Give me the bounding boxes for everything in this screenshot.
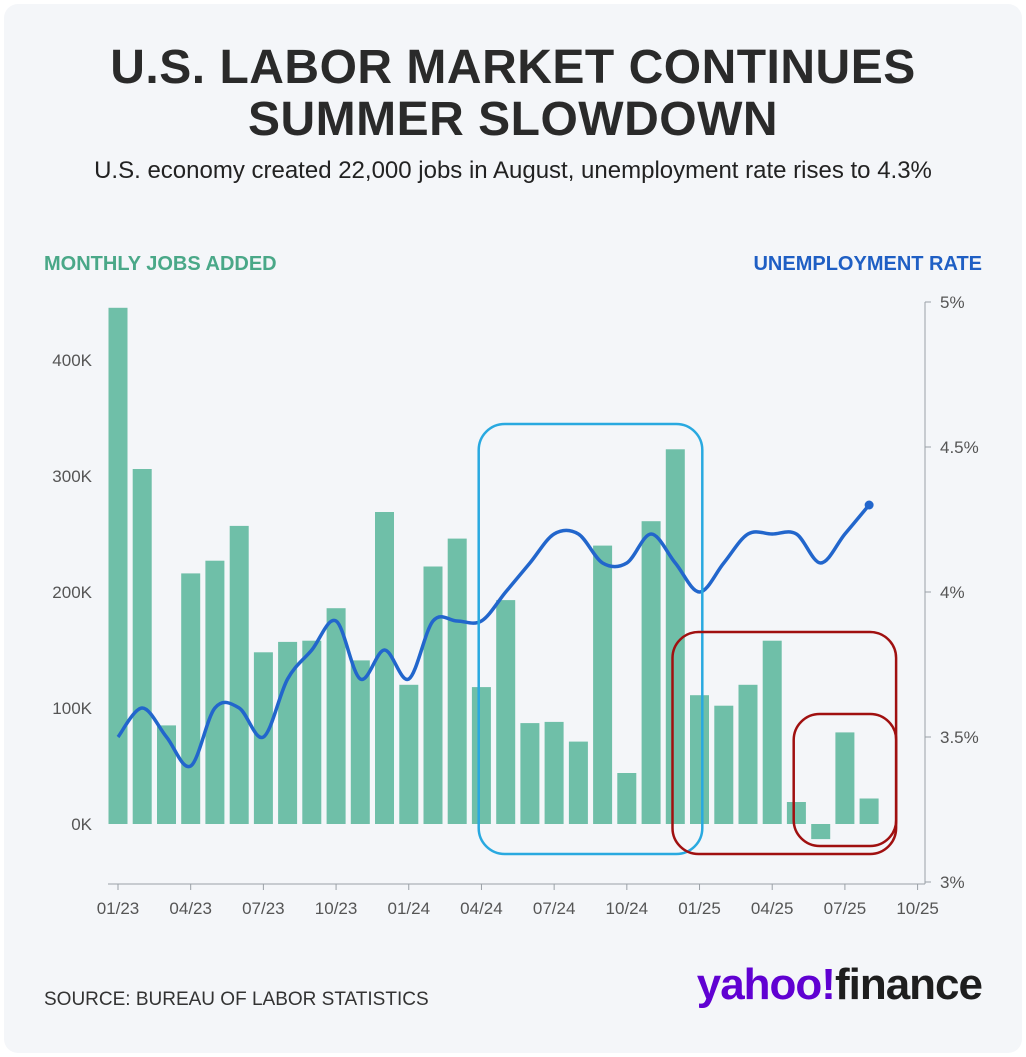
jobs-bar-2024-02 <box>423 566 443 824</box>
x-tick-label-10: 07/25 <box>824 899 867 918</box>
jobs-bar-2023-05 <box>205 560 225 824</box>
jobs-bar-2024-04 <box>471 687 491 824</box>
jobs-bar-2024-05 <box>496 600 516 824</box>
jobs-bar-2024-11 <box>641 521 661 824</box>
x-tick-label-5: 04/24 <box>460 899 503 918</box>
x-tick-label-6: 07/24 <box>533 899 576 918</box>
right-axis-title: UNEMPLOYMENT RATE <box>753 253 982 275</box>
yahoo-finance-logo: yahoo!finance <box>696 960 983 1010</box>
right-tick-label-4: 5% <box>940 293 965 312</box>
jobs-bar-2023-02 <box>132 469 152 824</box>
jobs-bar-2024-12 <box>665 449 685 824</box>
left-tick-label-0: 0K <box>71 815 92 834</box>
chart-title: U.S. LABOR MARKET CONTINUES SUMMER SLOWD… <box>0 42 1026 146</box>
jobs-bar-2024-01 <box>399 684 419 824</box>
jobs-bar-2023-11 <box>350 660 370 824</box>
jobs-bar-2024-09 <box>593 545 613 824</box>
jobs-bar-2024-03 <box>447 538 467 824</box>
jobs-bar-2025-07 <box>835 732 855 824</box>
x-tick-label-1: 04/23 <box>169 899 212 918</box>
jobs-bar-2025-08 <box>859 798 879 824</box>
right-tick-label-0: 3% <box>940 873 965 892</box>
jobs-bar-2024-06 <box>520 723 540 824</box>
jobs-bar-2025-05 <box>786 802 806 824</box>
jobs-bar-2025-03 <box>738 684 758 824</box>
highlight-box-2024 <box>477 422 704 856</box>
x-tick-label-3: 10/23 <box>315 899 358 918</box>
right-tick-label-2: 4% <box>940 583 965 602</box>
x-tick-label-11: 10/25 <box>896 899 939 918</box>
jobs-bar-2025-06 <box>811 824 831 840</box>
x-tick-label-8: 01/25 <box>678 899 721 918</box>
left-tick-label-3: 300K <box>52 467 92 486</box>
left-tick-label-4: 400K <box>52 351 92 370</box>
highlight-box-summer-2025 <box>792 712 898 848</box>
chart-subtitle: U.S. economy created 22,000 jobs in Augu… <box>94 157 932 184</box>
left-axis-title: MONTHLY JOBS ADDED <box>44 253 277 275</box>
left-tick-label-1: 100K <box>52 699 92 718</box>
jobs-bar-2024-10 <box>617 773 637 824</box>
jobs-bar-2023-06 <box>229 525 249 824</box>
unemployment-rate-line <box>116 503 871 769</box>
jobs-bar-2024-07 <box>544 721 564 824</box>
jobs-bar-2025-02 <box>714 705 734 824</box>
right-tick-label-3: 4.5% <box>940 438 979 457</box>
jobs-bar-2023-12 <box>375 512 394 824</box>
chart-card <box>4 4 1022 1053</box>
jobs-bar-2023-09 <box>302 640 322 824</box>
jobs-bar-2023-01 <box>108 307 128 824</box>
right-tick-label-1: 3.5% <box>940 728 979 747</box>
jobs-bar-2024-08 <box>568 741 588 824</box>
jobs-bar-2025-04 <box>762 640 782 824</box>
x-tick-label-9: 04/25 <box>751 899 794 918</box>
x-tick-label-0: 01/23 <box>97 899 140 918</box>
x-tick-label-4: 01/24 <box>387 899 430 918</box>
x-tick-label-2: 07/23 <box>242 899 285 918</box>
title-line-1: U.S. LABOR MARKET CONTINUES <box>110 41 916 94</box>
x-tick-label-7: 10/24 <box>606 899 649 918</box>
logo-finance-text: finance <box>834 960 983 1009</box>
source-note: SOURCE: BUREAU OF LABOR STATISTICS <box>44 989 429 1010</box>
left-tick-label-2: 200K <box>52 583 92 602</box>
unemployment-rate-endpoint <box>864 500 874 510</box>
title-line-2: SUMMER SLOWDOWN <box>247 93 779 146</box>
logo-yahoo-text: yahoo! <box>696 960 836 1009</box>
jobs-bar-2023-03 <box>157 725 176 824</box>
jobs-bar-2023-10 <box>326 608 346 824</box>
jobs-bar-2025-01 <box>690 695 709 824</box>
jobs-bar-2023-04 <box>181 573 201 824</box>
